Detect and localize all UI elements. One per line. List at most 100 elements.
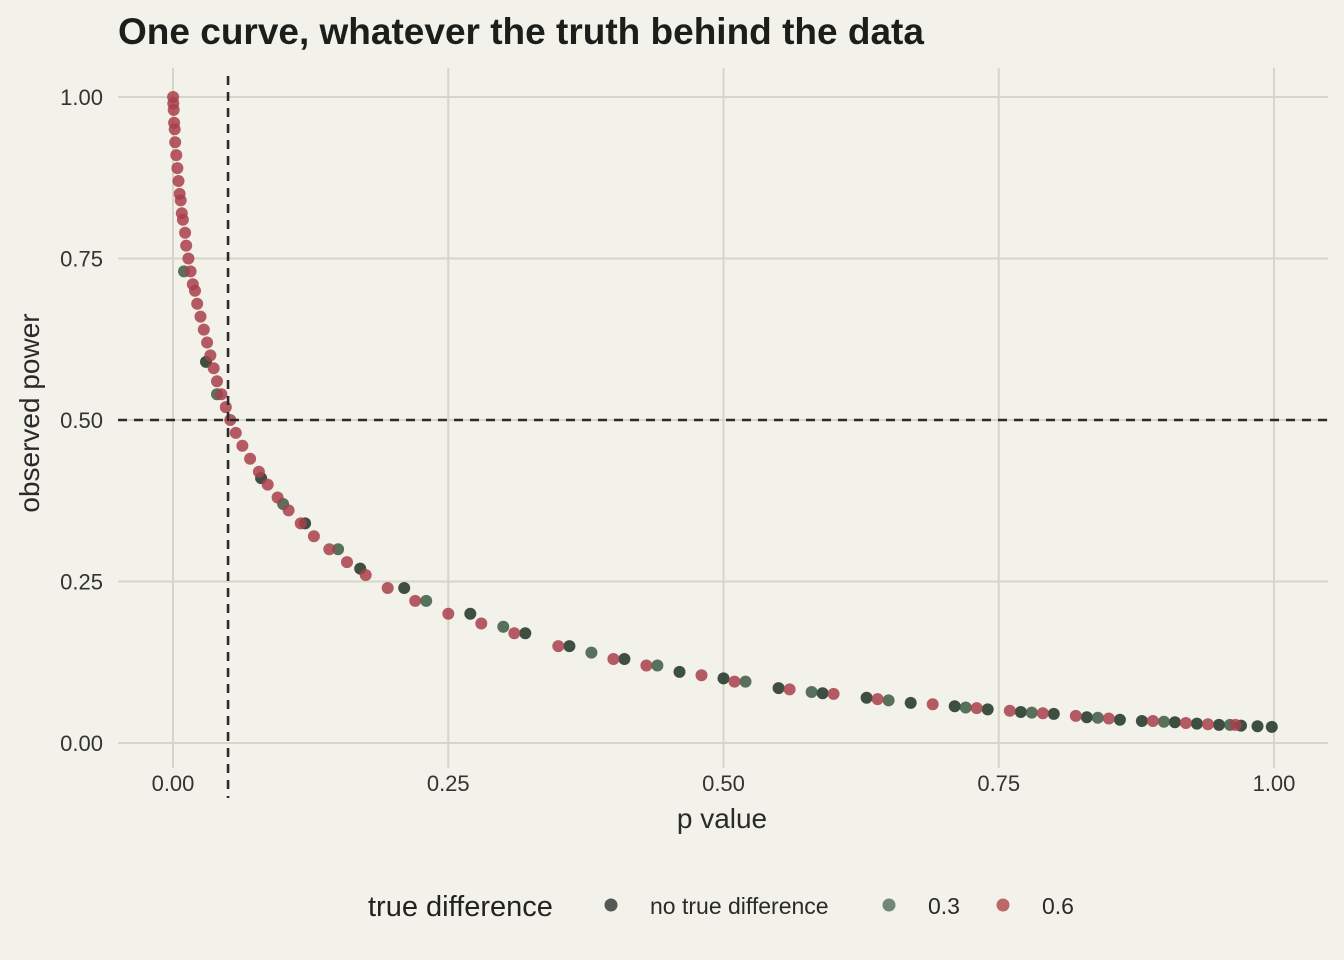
legend-title: true difference — [368, 891, 553, 923]
data-point — [552, 640, 565, 653]
data-point — [252, 465, 265, 478]
data-point — [1146, 715, 1159, 727]
data-point — [172, 175, 185, 187]
data-point — [1102, 712, 1115, 725]
data-point — [739, 675, 752, 688]
data-point — [1080, 711, 1093, 724]
data-point — [717, 672, 730, 685]
data-point — [219, 401, 232, 414]
data-point — [948, 700, 961, 713]
y-tick-label: 0.25 — [60, 570, 103, 595]
data-point — [1190, 717, 1203, 730]
data-point — [197, 323, 210, 336]
data-point — [359, 569, 372, 581]
legend-key — [996, 898, 1010, 912]
data-point — [871, 693, 884, 706]
data-point — [1036, 707, 1049, 720]
data-point — [926, 698, 939, 711]
data-point — [1213, 718, 1225, 731]
data-point — [508, 627, 521, 640]
data-point — [1014, 706, 1027, 718]
data-point — [1091, 711, 1104, 724]
data-point — [180, 239, 193, 252]
data-point — [1265, 720, 1278, 733]
series-0-3 — [178, 265, 1236, 731]
data-point — [194, 310, 207, 323]
data-point — [970, 702, 983, 715]
legend-label: 0.3 — [928, 893, 960, 919]
x-tick-label: 0.75 — [977, 771, 1020, 796]
data-point — [341, 556, 353, 569]
data-point — [816, 687, 829, 700]
data-point — [1201, 718, 1214, 731]
data-point — [1179, 717, 1192, 729]
data-point — [271, 491, 284, 504]
data-point — [179, 226, 192, 239]
data-point — [184, 265, 197, 278]
data-point — [207, 362, 220, 375]
data-point — [1047, 707, 1060, 720]
data-point — [409, 594, 422, 607]
data-point — [182, 252, 195, 265]
data-point — [860, 691, 873, 704]
x-tick-label: 1.00 — [1253, 771, 1296, 796]
data-point — [497, 620, 510, 633]
data-point — [174, 194, 187, 207]
data-point — [904, 696, 917, 709]
data-point — [323, 543, 336, 556]
tick-labels: 0.00 0.25 0.50 0.75 1.00 0.00 0.25 0.50 0.75 1.00 — [60, 85, 1295, 796]
legend-label: 0.6 — [1042, 893, 1074, 919]
data-point — [475, 617, 488, 630]
y-tick-label: 0.75 — [60, 247, 103, 272]
data-point — [236, 439, 249, 452]
data-point — [728, 675, 741, 688]
x-tick-label: 0.50 — [702, 771, 745, 796]
reference-lines — [118, 76, 1328, 798]
data-point — [170, 149, 183, 162]
data-point — [618, 653, 631, 665]
data-point — [169, 136, 182, 149]
series-no-true-difference — [200, 355, 1278, 733]
data-point — [805, 686, 818, 698]
data-point — [585, 646, 598, 659]
data-point — [191, 297, 204, 310]
legend-label: no true difference — [650, 893, 829, 919]
y-tick-label: 1.00 — [60, 85, 103, 110]
data-points — [167, 91, 1278, 733]
data-point — [563, 640, 576, 653]
x-tick-label: 0.25 — [427, 771, 470, 796]
data-point — [1135, 715, 1148, 727]
data-point — [168, 123, 181, 136]
chart-title: One curve, whatever the truth behind the… — [118, 11, 924, 52]
data-point — [519, 627, 532, 640]
data-point — [261, 478, 274, 491]
series-0-6 — [167, 91, 1242, 731]
data-point — [959, 701, 972, 714]
data-point — [244, 452, 257, 465]
y-tick-label: 0.50 — [60, 408, 103, 433]
data-point — [673, 665, 686, 678]
grid — [118, 68, 1328, 768]
data-point — [189, 284, 201, 297]
data-point — [1113, 713, 1126, 726]
data-point — [398, 582, 411, 594]
data-point — [211, 375, 223, 388]
data-point — [651, 659, 664, 672]
y-tick-label: 0.00 — [60, 731, 103, 756]
data-point — [307, 530, 320, 543]
data-point — [882, 694, 895, 707]
data-point — [695, 669, 708, 682]
legend-key — [604, 898, 618, 912]
data-point — [1069, 709, 1082, 722]
y-axis-title: observed power — [14, 313, 45, 512]
data-point — [607, 653, 620, 665]
data-point — [332, 543, 345, 556]
data-point — [201, 336, 214, 349]
data-point — [420, 594, 433, 607]
data-point — [827, 687, 840, 700]
data-point — [1251, 720, 1264, 733]
data-point — [294, 517, 307, 530]
legend-key — [882, 898, 896, 912]
data-point — [640, 659, 653, 672]
